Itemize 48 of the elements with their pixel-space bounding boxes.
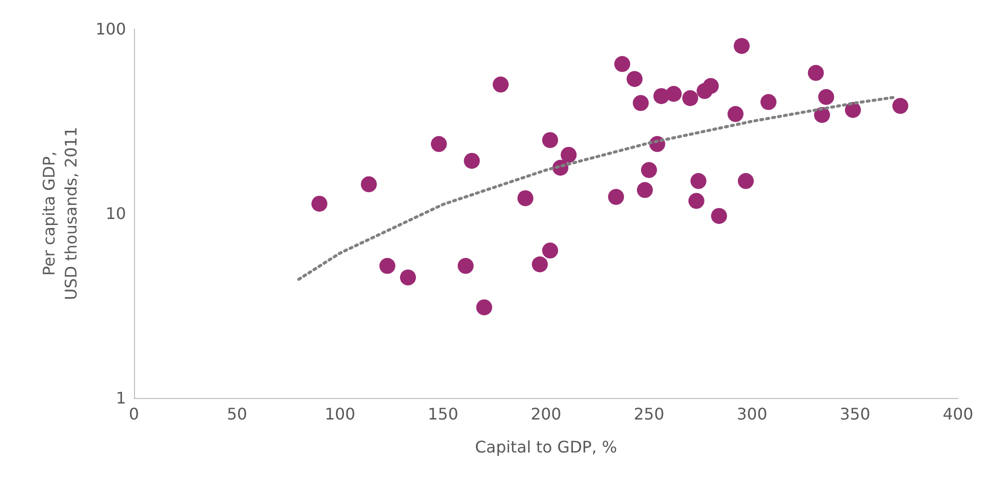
point [626,70,643,87]
x-tick-label: 400 [942,404,974,424]
point [682,90,698,106]
point [608,188,624,205]
point [560,146,577,163]
x-tick-label: 300 [736,404,768,424]
point [542,132,558,148]
point [379,258,396,274]
x-axis-title: Capital to GDP, % [474,438,618,456]
point [476,299,492,316]
point [690,173,706,190]
point [632,95,649,112]
point [738,173,754,190]
x-tick-label: 50 [226,404,248,424]
y-tick-label: 10 [106,204,126,223]
point [360,176,377,192]
point [702,78,719,94]
point [688,192,704,209]
point [734,38,750,54]
x-tick-label: 100 [324,404,356,424]
x-tick-label: 250 [634,404,664,424]
y-tick-label: 100 [95,20,126,38]
y-tick-label: 1 [116,388,126,408]
y-axis-title: Per capita GDP, USD thousands, 2011 [40,126,80,300]
point [760,94,776,110]
point [532,256,548,272]
point [614,56,630,72]
point [666,86,682,102]
point [400,269,416,286]
point [728,106,744,122]
point [636,182,653,198]
point [458,258,474,274]
point [711,208,728,224]
point [818,89,834,105]
x-tick-label: 150 [428,404,458,424]
point [430,136,447,152]
x-tick-label: 350 [840,404,870,424]
point [311,196,328,212]
point [492,76,509,93]
point [808,64,824,81]
point [641,162,657,178]
point [517,190,534,206]
point [464,152,480,169]
point [844,102,861,118]
point [892,98,908,114]
x-tick-label: 200 [530,404,562,424]
point [542,242,558,259]
x-tick-label: 0 [128,404,140,424]
